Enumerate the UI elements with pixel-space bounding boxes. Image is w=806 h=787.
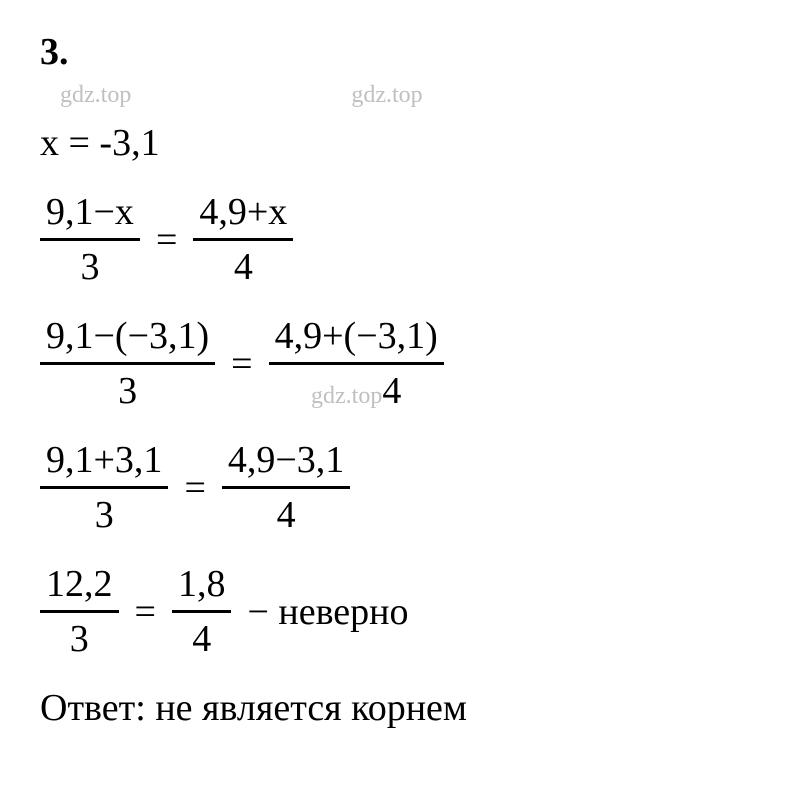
eq3-right-fraction: 4,9−3,1 4 (222, 438, 350, 537)
watermark-row: gdz.top gdz.top (60, 82, 766, 109)
equation-2: 9,1−(−3,1) 3 = 4,9+(−3,1) gdz.top 4 (40, 314, 766, 413)
watermark-top-right: gdz.top (351, 82, 422, 109)
equals-sign: = (156, 218, 177, 262)
eq2-right-numerator: 4,9+(−3,1) (269, 314, 444, 365)
eq2-left-numerator: 9,1−(−3,1) (40, 314, 215, 365)
problem-number: 3. (40, 30, 766, 74)
answer-label: Ответ: (40, 687, 146, 729)
eq1-left-denominator: 3 (74, 241, 105, 289)
eq3-left-numerator: 9,1+3,1 (40, 438, 168, 489)
eq4-suffix: − неверно (247, 590, 408, 634)
eq4-right-numerator: 1,8 (172, 562, 232, 613)
equation-4: 12,2 3 = 1,8 4 − неверно (40, 562, 766, 661)
eq3-right-numerator: 4,9−3,1 (222, 438, 350, 489)
eq1-right-fraction: 4,9+x 4 (193, 190, 293, 289)
eq3-left-denominator: 3 (89, 489, 120, 537)
eq3-left-fraction: 9,1+3,1 3 (40, 438, 168, 537)
eq4-left-fraction: 12,2 3 (40, 562, 119, 661)
watermark-top-left: gdz.top (60, 82, 131, 109)
eq1-right-denominator: 4 (228, 241, 259, 289)
eq2-right-denominator: gdz.top 4 (305, 365, 407, 413)
eq1-right-numerator: 4,9+x (193, 190, 293, 241)
eq2-left-denominator: 3 (112, 365, 143, 413)
eq2-right-denom-value: 4 (382, 369, 401, 413)
eq4-left-denominator: 3 (64, 613, 95, 661)
eq1-left-fraction: 9,1−x 3 (40, 190, 140, 289)
eq2-right-fraction: 4,9+(−3,1) gdz.top 4 (269, 314, 444, 413)
given-value: x = -3,1 (40, 121, 766, 165)
eq3-right-denominator: 4 (271, 489, 302, 537)
watermark-inline: gdz.top (311, 383, 382, 410)
answer-line: Ответ: не является корнем (40, 686, 766, 730)
equals-sign: = (184, 466, 205, 510)
eq1-left-numerator: 9,1−x (40, 190, 140, 241)
answer-text: не является корнем (146, 687, 467, 729)
equals-sign: = (135, 590, 156, 634)
equation-1: 9,1−x 3 = 4,9+x 4 (40, 190, 766, 289)
equation-3: 9,1+3,1 3 = 4,9−3,1 4 (40, 438, 766, 537)
eq4-right-denominator: 4 (186, 613, 217, 661)
eq4-left-numerator: 12,2 (40, 562, 119, 613)
eq2-left-fraction: 9,1−(−3,1) 3 (40, 314, 215, 413)
eq4-right-fraction: 1,8 4 (172, 562, 232, 661)
equals-sign: = (231, 342, 252, 386)
